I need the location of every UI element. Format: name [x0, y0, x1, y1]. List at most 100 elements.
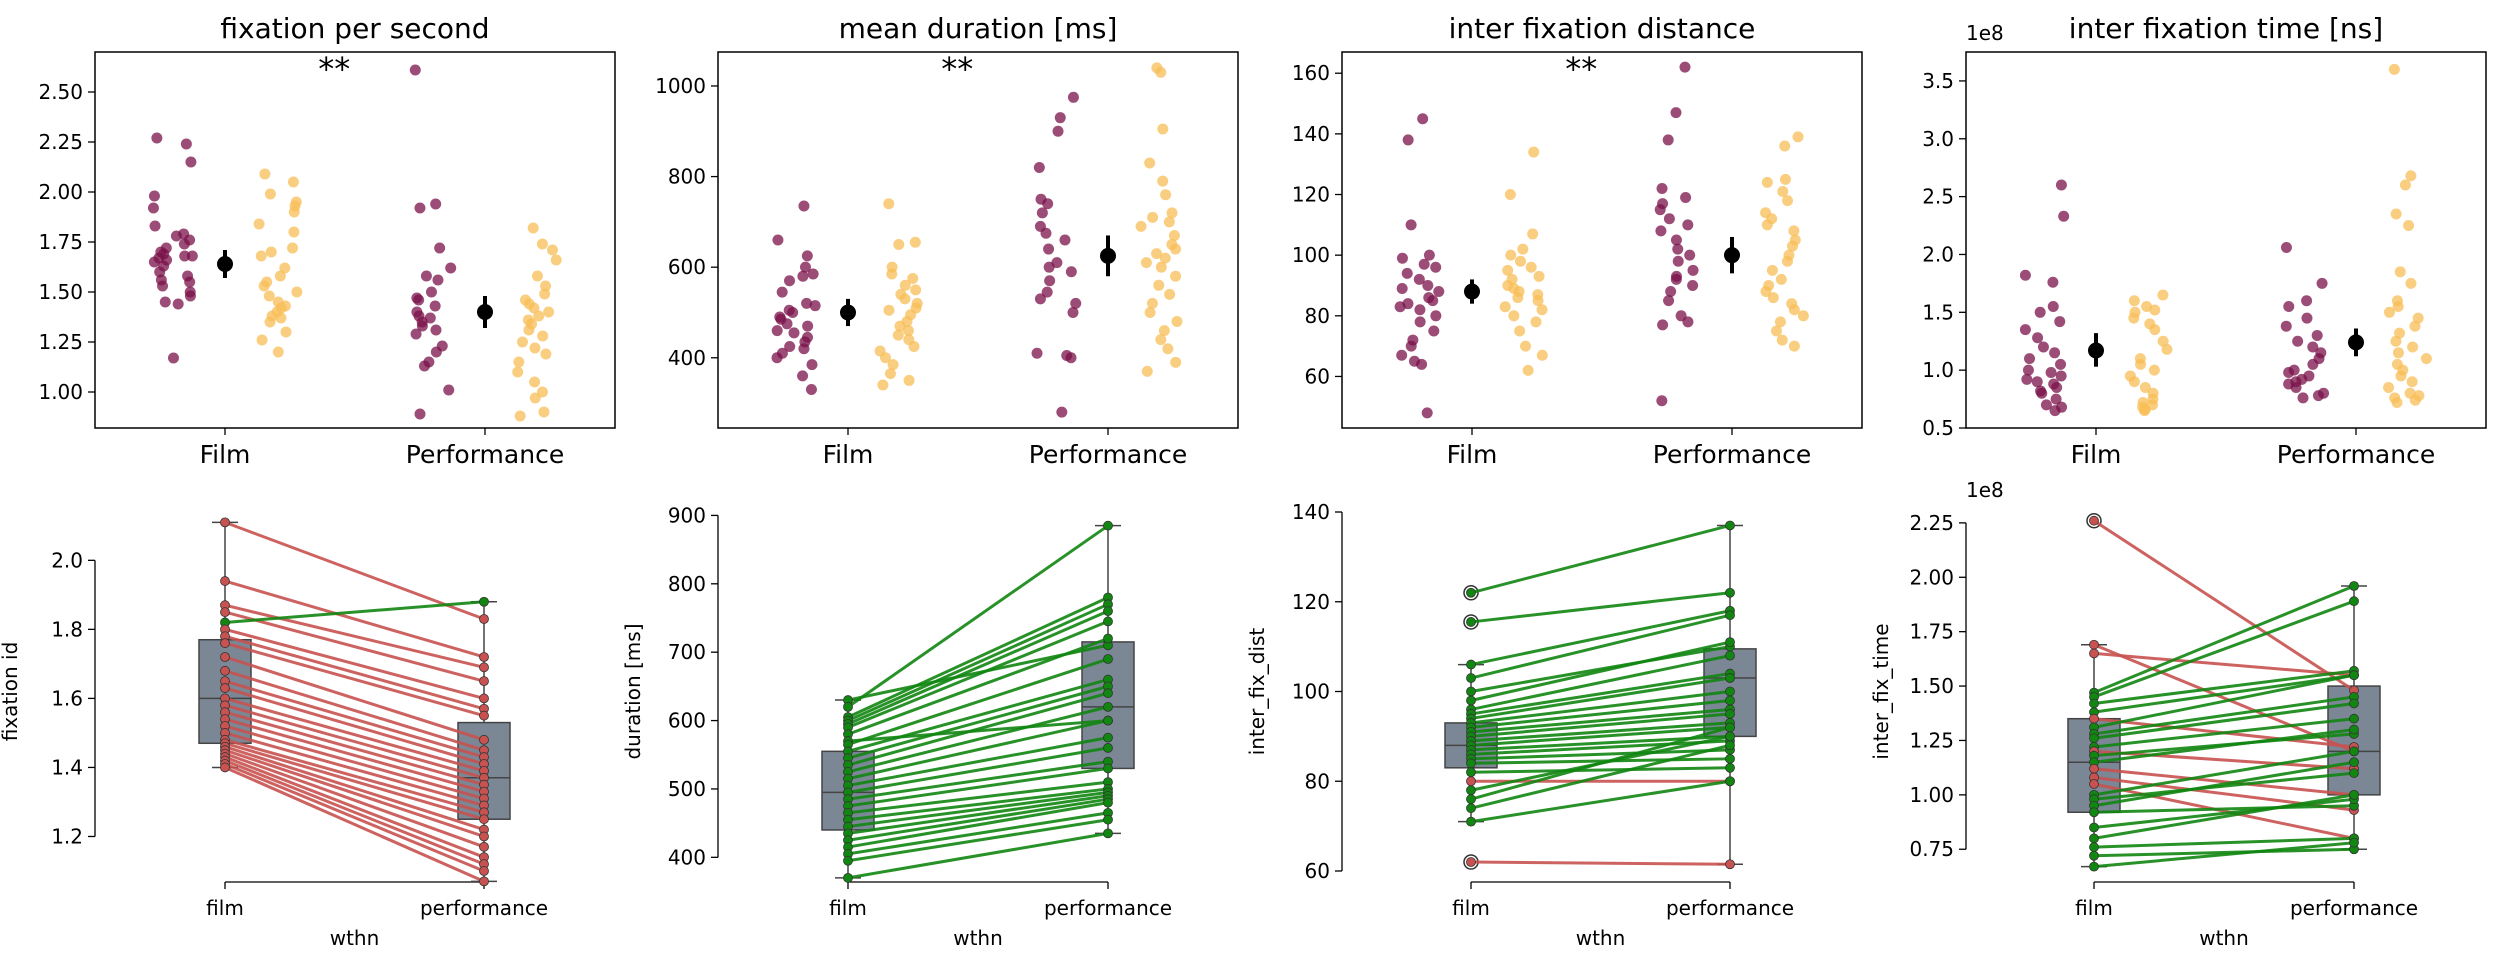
data-point [2391, 397, 2403, 409]
pair-line [847, 794, 1109, 835]
data-point [2148, 364, 2160, 376]
pair-point [1725, 637, 1735, 648]
pair-point [2089, 807, 2099, 818]
mean-point [1724, 247, 1740, 264]
y-tick-label: 1000 [655, 74, 706, 98]
pair-line [847, 602, 1109, 722]
data-point [1520, 340, 1532, 352]
data-point [259, 168, 271, 180]
pair-point [1466, 803, 1476, 814]
data-point [1672, 255, 1684, 267]
data-point [1166, 207, 1178, 219]
y-tick-label: 1.4 [51, 755, 83, 779]
data-point [2383, 306, 2395, 318]
data-point [1670, 107, 1682, 119]
data-point [178, 238, 190, 250]
data-point [514, 410, 526, 422]
x-tick-label: Performance [2277, 440, 2435, 469]
pair-line [224, 748, 485, 838]
data-point [1141, 365, 1153, 377]
data-point [2050, 393, 2062, 405]
data-point [1663, 295, 1675, 307]
data-point [1421, 407, 1433, 419]
data-point [2301, 312, 2313, 324]
data-point [2395, 370, 2407, 382]
data-point [1043, 261, 1055, 273]
pair-point [1725, 753, 1735, 764]
pair-point [1103, 606, 1113, 617]
pair-point [1466, 587, 1476, 598]
data-point [1527, 228, 1539, 240]
data-point [2040, 399, 2052, 411]
data-point [537, 330, 549, 342]
data-point [1522, 364, 1534, 376]
data-point [771, 325, 783, 337]
data-point [167, 352, 179, 364]
data-point [1680, 192, 1692, 204]
data-point [1396, 283, 1408, 295]
pair-point [1725, 520, 1735, 531]
pair-line [224, 731, 485, 807]
pair-line [2093, 782, 2355, 840]
data-point [1158, 325, 1170, 337]
data-point [1059, 234, 1071, 246]
data-point [1067, 91, 1079, 103]
data-point [784, 340, 796, 352]
data-point [1533, 270, 1545, 282]
data-point [1041, 286, 1053, 298]
data-point [1070, 297, 1082, 309]
x-tick-label: film [1452, 896, 1490, 920]
pair-line [224, 634, 485, 711]
data-point [2051, 382, 2063, 394]
pair-point [220, 665, 230, 676]
y-tick-label: 800 [668, 165, 706, 189]
data-point [1394, 301, 1406, 313]
pair-line [1470, 707, 1731, 734]
pair-point [479, 614, 489, 624]
pair-line [2093, 767, 2355, 797]
pair-line [224, 745, 485, 832]
data-point [533, 310, 545, 322]
y-tick-label: 2.0 [51, 548, 83, 572]
mean-point [2088, 342, 2104, 359]
data-point [445, 262, 457, 274]
y-tick-label: 3.0 [1922, 127, 1954, 151]
box-outlier [1463, 585, 1479, 601]
x-tick-label: film [829, 896, 867, 920]
data-point [429, 300, 441, 312]
y-tick-label: 400 [668, 346, 706, 370]
pair-point [2089, 648, 2099, 659]
data-point [2138, 405, 2150, 417]
pair-line [2093, 728, 2355, 764]
data-point [2399, 179, 2411, 191]
data-point [540, 280, 552, 292]
data-point [907, 273, 919, 285]
data-point [2383, 382, 2395, 394]
data-point [253, 218, 265, 230]
y-axis-label: inter_fix_dist [1245, 628, 1269, 756]
data-point [1164, 288, 1176, 300]
pair-line [1470, 524, 1731, 595]
pair-line [847, 637, 1109, 736]
data-point [2420, 353, 2432, 365]
pair-line [1470, 743, 1731, 810]
pair-line [1470, 645, 1731, 693]
data-point [1396, 349, 1408, 361]
pair-line [847, 831, 1109, 880]
y-tick-label: 2.50 [38, 80, 83, 104]
data-point [1034, 293, 1046, 305]
pair-line [2093, 793, 2355, 840]
axes-frame [717, 51, 1239, 429]
pair-point [1466, 794, 1476, 805]
data-point [1040, 227, 1052, 239]
data-point [536, 238, 548, 250]
data-point [1414, 316, 1426, 328]
data-point [1792, 131, 1804, 143]
y-tick-label: 120 [1292, 590, 1330, 614]
data-point [416, 320, 428, 332]
data-point [809, 300, 821, 312]
pair-line [847, 787, 1109, 822]
data-point [1788, 304, 1800, 316]
pair-point [1103, 654, 1113, 664]
pair-point [479, 652, 489, 662]
